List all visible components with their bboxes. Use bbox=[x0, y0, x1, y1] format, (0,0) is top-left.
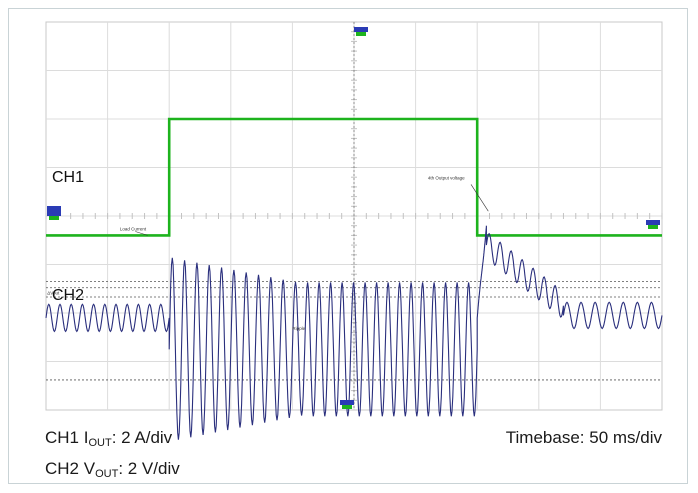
timebase-caption: Timebase: 50 ms/div bbox=[505, 428, 662, 447]
ch2-label: CH2 bbox=[52, 287, 84, 304]
ch1-caption-sub: OUT bbox=[88, 437, 112, 449]
ch2-caption-suffix: : 2 V/div bbox=[118, 459, 180, 478]
bottom-trigger-marker-green bbox=[342, 405, 352, 409]
ch1-annotation-leader bbox=[135, 231, 148, 236]
ch1-caption-prefix: CH1 I bbox=[45, 428, 89, 447]
left-ch2-marker-green bbox=[49, 216, 59, 220]
left-ch1-marker-blue bbox=[47, 206, 61, 211]
bottom-trigger-marker-blue bbox=[340, 400, 354, 405]
top-trigger-marker-blue bbox=[354, 27, 368, 32]
ch2-scale-caption: CH2 VOUT: 2 V/div bbox=[45, 459, 180, 480]
ch1-annotation: Load Current bbox=[120, 227, 147, 232]
ch2-caption-sub: OUT bbox=[95, 468, 119, 480]
ch1-caption-suffix: : 2 A/div bbox=[111, 428, 173, 447]
ch1-trace bbox=[46, 117, 662, 237]
right-marker-blue bbox=[646, 220, 660, 225]
ch2-ripple-annotation: Ripple bbox=[292, 326, 305, 331]
ch2-trace bbox=[45, 225, 663, 440]
left-ch2-marker-blue bbox=[47, 211, 61, 216]
top-trigger-marker-green bbox=[356, 32, 366, 36]
ch2-transition-annotation: 4th Output voltage bbox=[428, 176, 465, 181]
ch1-label: CH1 bbox=[52, 169, 84, 186]
ch2-start-annotation: ΔVout bbox=[47, 291, 60, 296]
ch1-scale-caption: CH1 IOUT: 2 A/div bbox=[45, 428, 172, 449]
ch2-caption-prefix: CH2 V bbox=[45, 459, 96, 478]
ch2-transition-leader bbox=[470, 184, 489, 212]
right-marker-green bbox=[648, 225, 658, 229]
